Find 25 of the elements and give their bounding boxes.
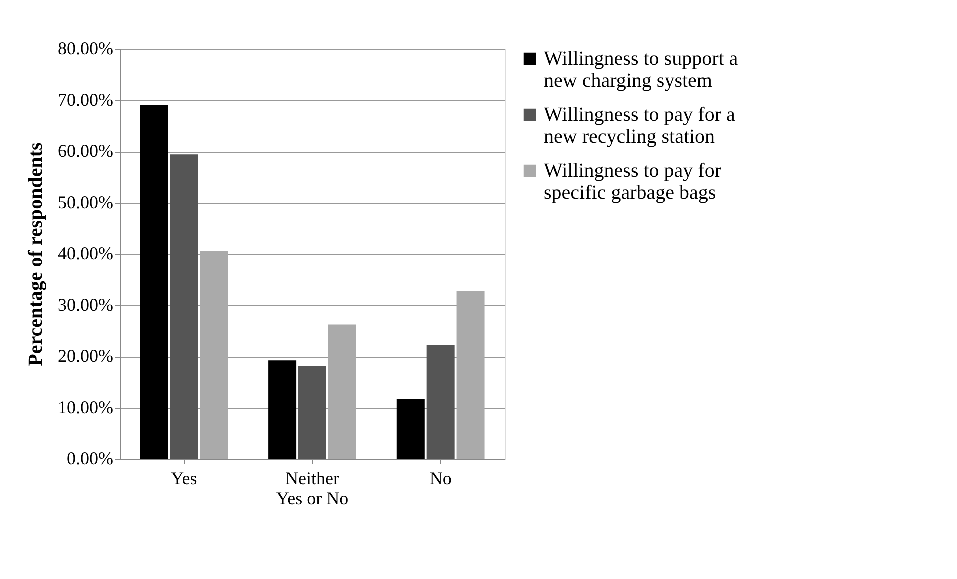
bar [426,345,455,459]
bar [200,251,228,459]
y-tick-label: 70.00% [58,90,114,110]
bar [268,360,297,459]
y-tick-label: 30.00% [58,294,114,315]
bar [170,154,198,459]
x-tick-label: No [430,468,452,488]
x-tick-label: Yes [171,468,198,488]
y-tick-label: 10.00% [58,397,114,418]
y-tick-label: 80.00% [58,38,114,58]
legend-label: Willingness to pay for a new recycling station [544,104,736,148]
y-tick-label: 60.00% [58,141,114,161]
x-tick-label: Neither Yes or No [276,468,349,508]
bar [328,324,356,459]
bar [396,400,425,459]
y-tick-label: 20.00% [58,346,114,366]
bar [140,105,168,459]
legend-label: Willingness to pay for specific garbage bags [544,160,722,204]
legend-label: Willingness to support a new charging system [544,48,738,92]
y-tick-label: 40.00% [58,244,114,264]
y-tick-label: 50.00% [58,192,114,212]
y-axis-title: Percentage of respondents [25,142,48,366]
bar [456,291,485,459]
y-tick-label: 0.00% [67,448,114,468]
bar [298,366,326,459]
